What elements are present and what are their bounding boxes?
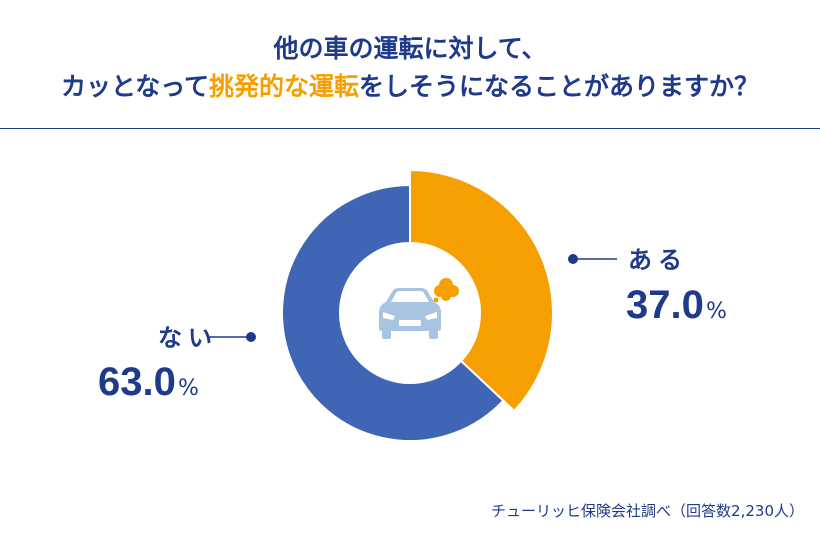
source-note: チューリッヒ保険会社調べ（回答数2,230人） — [491, 502, 804, 520]
title-line-2: カッとなって挑発的な運転をしそうになることがありますか？ — [0, 68, 820, 106]
label-nai-name: ない — [158, 324, 218, 352]
label-nai-value: 63.0 — [98, 360, 176, 404]
title-line-1: 他の車の運転に対して、 — [273, 34, 547, 63]
label-aru-unit: % — [706, 299, 727, 324]
title-line-2-prefix: カッとなって — [60, 72, 209, 101]
label-nai-dot — [246, 332, 256, 342]
title-divider — [0, 128, 820, 129]
label-aru-value: 37.0 — [626, 283, 704, 327]
title-highlight: 挑発的な運転 — [208, 72, 359, 101]
label-nai: ない 63.0 % — [98, 324, 256, 404]
car-icon — [340, 243, 480, 383]
steam-cloud-icon — [433, 278, 459, 303]
label-aru: ある 37.0 % — [568, 246, 727, 327]
chart-title: 他の車の運転に対して、 カッとなって挑発的な運転をしそうになることがありますか？ — [0, 30, 820, 106]
label-nai-unit: % — [178, 376, 199, 401]
title-line-2-suffix: をしそうになることがありますか？ — [359, 72, 760, 101]
label-aru-name: ある — [628, 246, 688, 274]
